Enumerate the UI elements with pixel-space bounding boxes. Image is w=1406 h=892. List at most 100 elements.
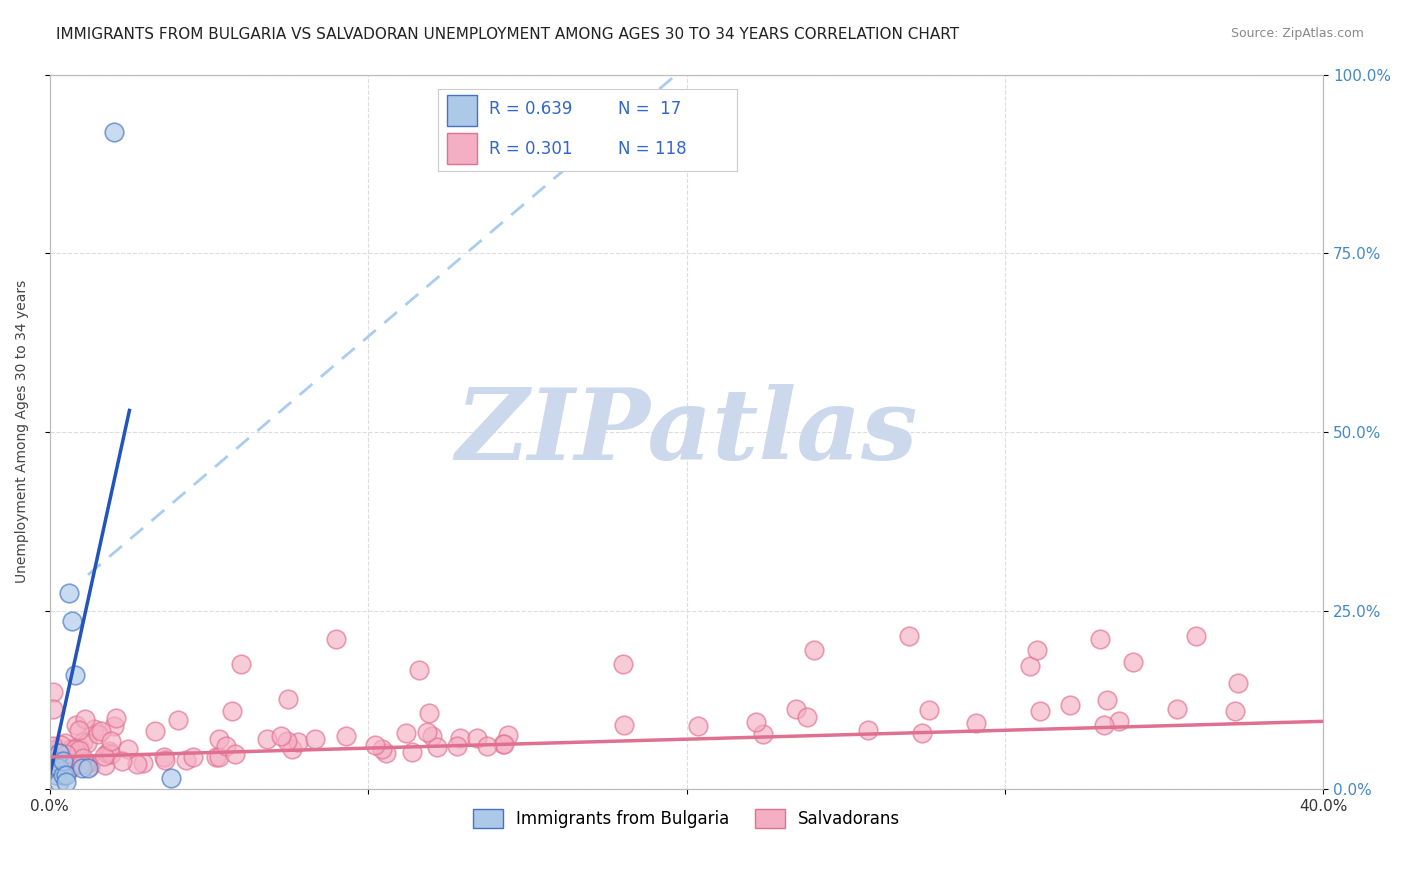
Point <box>153 753 176 767</box>
Point <box>72 750 94 764</box>
Point <box>229 657 252 672</box>
Point <box>1185 629 1208 643</box>
Point <box>803 643 825 657</box>
Point <box>408 663 430 677</box>
Point <box>325 632 347 647</box>
Point <box>90 724 112 739</box>
Point <box>53 736 76 750</box>
Point <box>111 754 134 768</box>
Point <box>1226 676 1249 690</box>
Point <box>918 703 941 717</box>
Point <box>1122 656 1144 670</box>
Point <box>70 761 93 775</box>
Point <box>65 752 87 766</box>
Point <box>166 713 188 727</box>
Point <box>418 706 440 721</box>
Point <box>785 702 807 716</box>
Point <box>45 768 67 782</box>
Point <box>475 739 498 753</box>
Point <box>42 750 65 764</box>
Point <box>55 775 77 789</box>
Point <box>42 684 65 698</box>
Point <box>44 757 66 772</box>
Point <box>208 750 231 764</box>
Point <box>304 732 326 747</box>
Point <box>965 716 987 731</box>
Point <box>51 738 73 752</box>
Point <box>60 758 83 772</box>
Text: IMMIGRANTS FROM BULGARIA VS SALVADORAN UNEMPLOYMENT AMONG AGES 30 TO 34 YEARS CO: IMMIGRANTS FROM BULGARIA VS SALVADORAN U… <box>56 27 959 42</box>
Point <box>145 723 167 738</box>
Point <box>401 745 423 759</box>
Point <box>898 629 921 643</box>
Point <box>117 742 139 756</box>
Point <box>1092 718 1115 732</box>
Point <box>42 743 65 757</box>
Y-axis label: Unemployment Among Ages 30 to 34 years: Unemployment Among Ages 30 to 34 years <box>15 280 30 583</box>
Point <box>42 702 65 716</box>
Point <box>65 718 87 732</box>
Point <box>287 735 309 749</box>
Point <box>465 731 488 746</box>
Point <box>426 739 449 754</box>
Point <box>93 749 115 764</box>
Point <box>75 757 97 772</box>
Point <box>72 734 94 748</box>
Point <box>66 756 89 771</box>
Point <box>446 739 468 753</box>
Point <box>745 715 768 730</box>
Point <box>395 725 418 739</box>
Point <box>281 742 304 756</box>
Point <box>256 732 278 747</box>
Point <box>48 775 70 789</box>
Point <box>52 768 75 782</box>
Legend: Immigrants from Bulgaria, Salvadorans: Immigrants from Bulgaria, Salvadorans <box>467 802 907 835</box>
Point <box>59 742 82 756</box>
Point <box>856 723 879 737</box>
Point <box>153 749 176 764</box>
Point <box>79 759 101 773</box>
Point <box>45 754 67 768</box>
Point <box>100 733 122 747</box>
Point <box>67 740 90 755</box>
Point <box>752 727 775 741</box>
Point <box>51 749 73 764</box>
Point <box>94 758 117 772</box>
Point <box>42 761 65 775</box>
Point <box>612 718 634 732</box>
Point <box>911 726 934 740</box>
Point <box>55 768 77 782</box>
Point <box>77 761 100 775</box>
Point <box>83 722 105 736</box>
Point <box>96 746 118 760</box>
Point <box>67 743 90 757</box>
Point <box>1029 704 1052 718</box>
Point <box>215 739 238 753</box>
Point <box>159 772 181 786</box>
Point <box>276 734 298 748</box>
Point <box>492 738 515 752</box>
Point <box>204 750 226 764</box>
Point <box>176 753 198 767</box>
Point <box>100 747 122 761</box>
Point <box>335 729 357 743</box>
Point <box>181 750 204 764</box>
Point <box>1225 704 1247 718</box>
Point <box>42 739 65 754</box>
Point <box>1059 698 1081 712</box>
Point <box>52 754 75 768</box>
Point <box>65 753 87 767</box>
Point <box>796 710 818 724</box>
Point <box>76 736 98 750</box>
Point <box>53 756 76 770</box>
Point <box>48 747 70 761</box>
Point <box>60 759 83 773</box>
Point <box>75 712 97 726</box>
Point <box>1019 659 1042 673</box>
Point <box>1108 714 1130 728</box>
Point <box>65 742 87 756</box>
Point <box>1025 643 1047 657</box>
Point <box>87 726 110 740</box>
Point <box>221 704 243 718</box>
Point <box>1090 632 1112 647</box>
